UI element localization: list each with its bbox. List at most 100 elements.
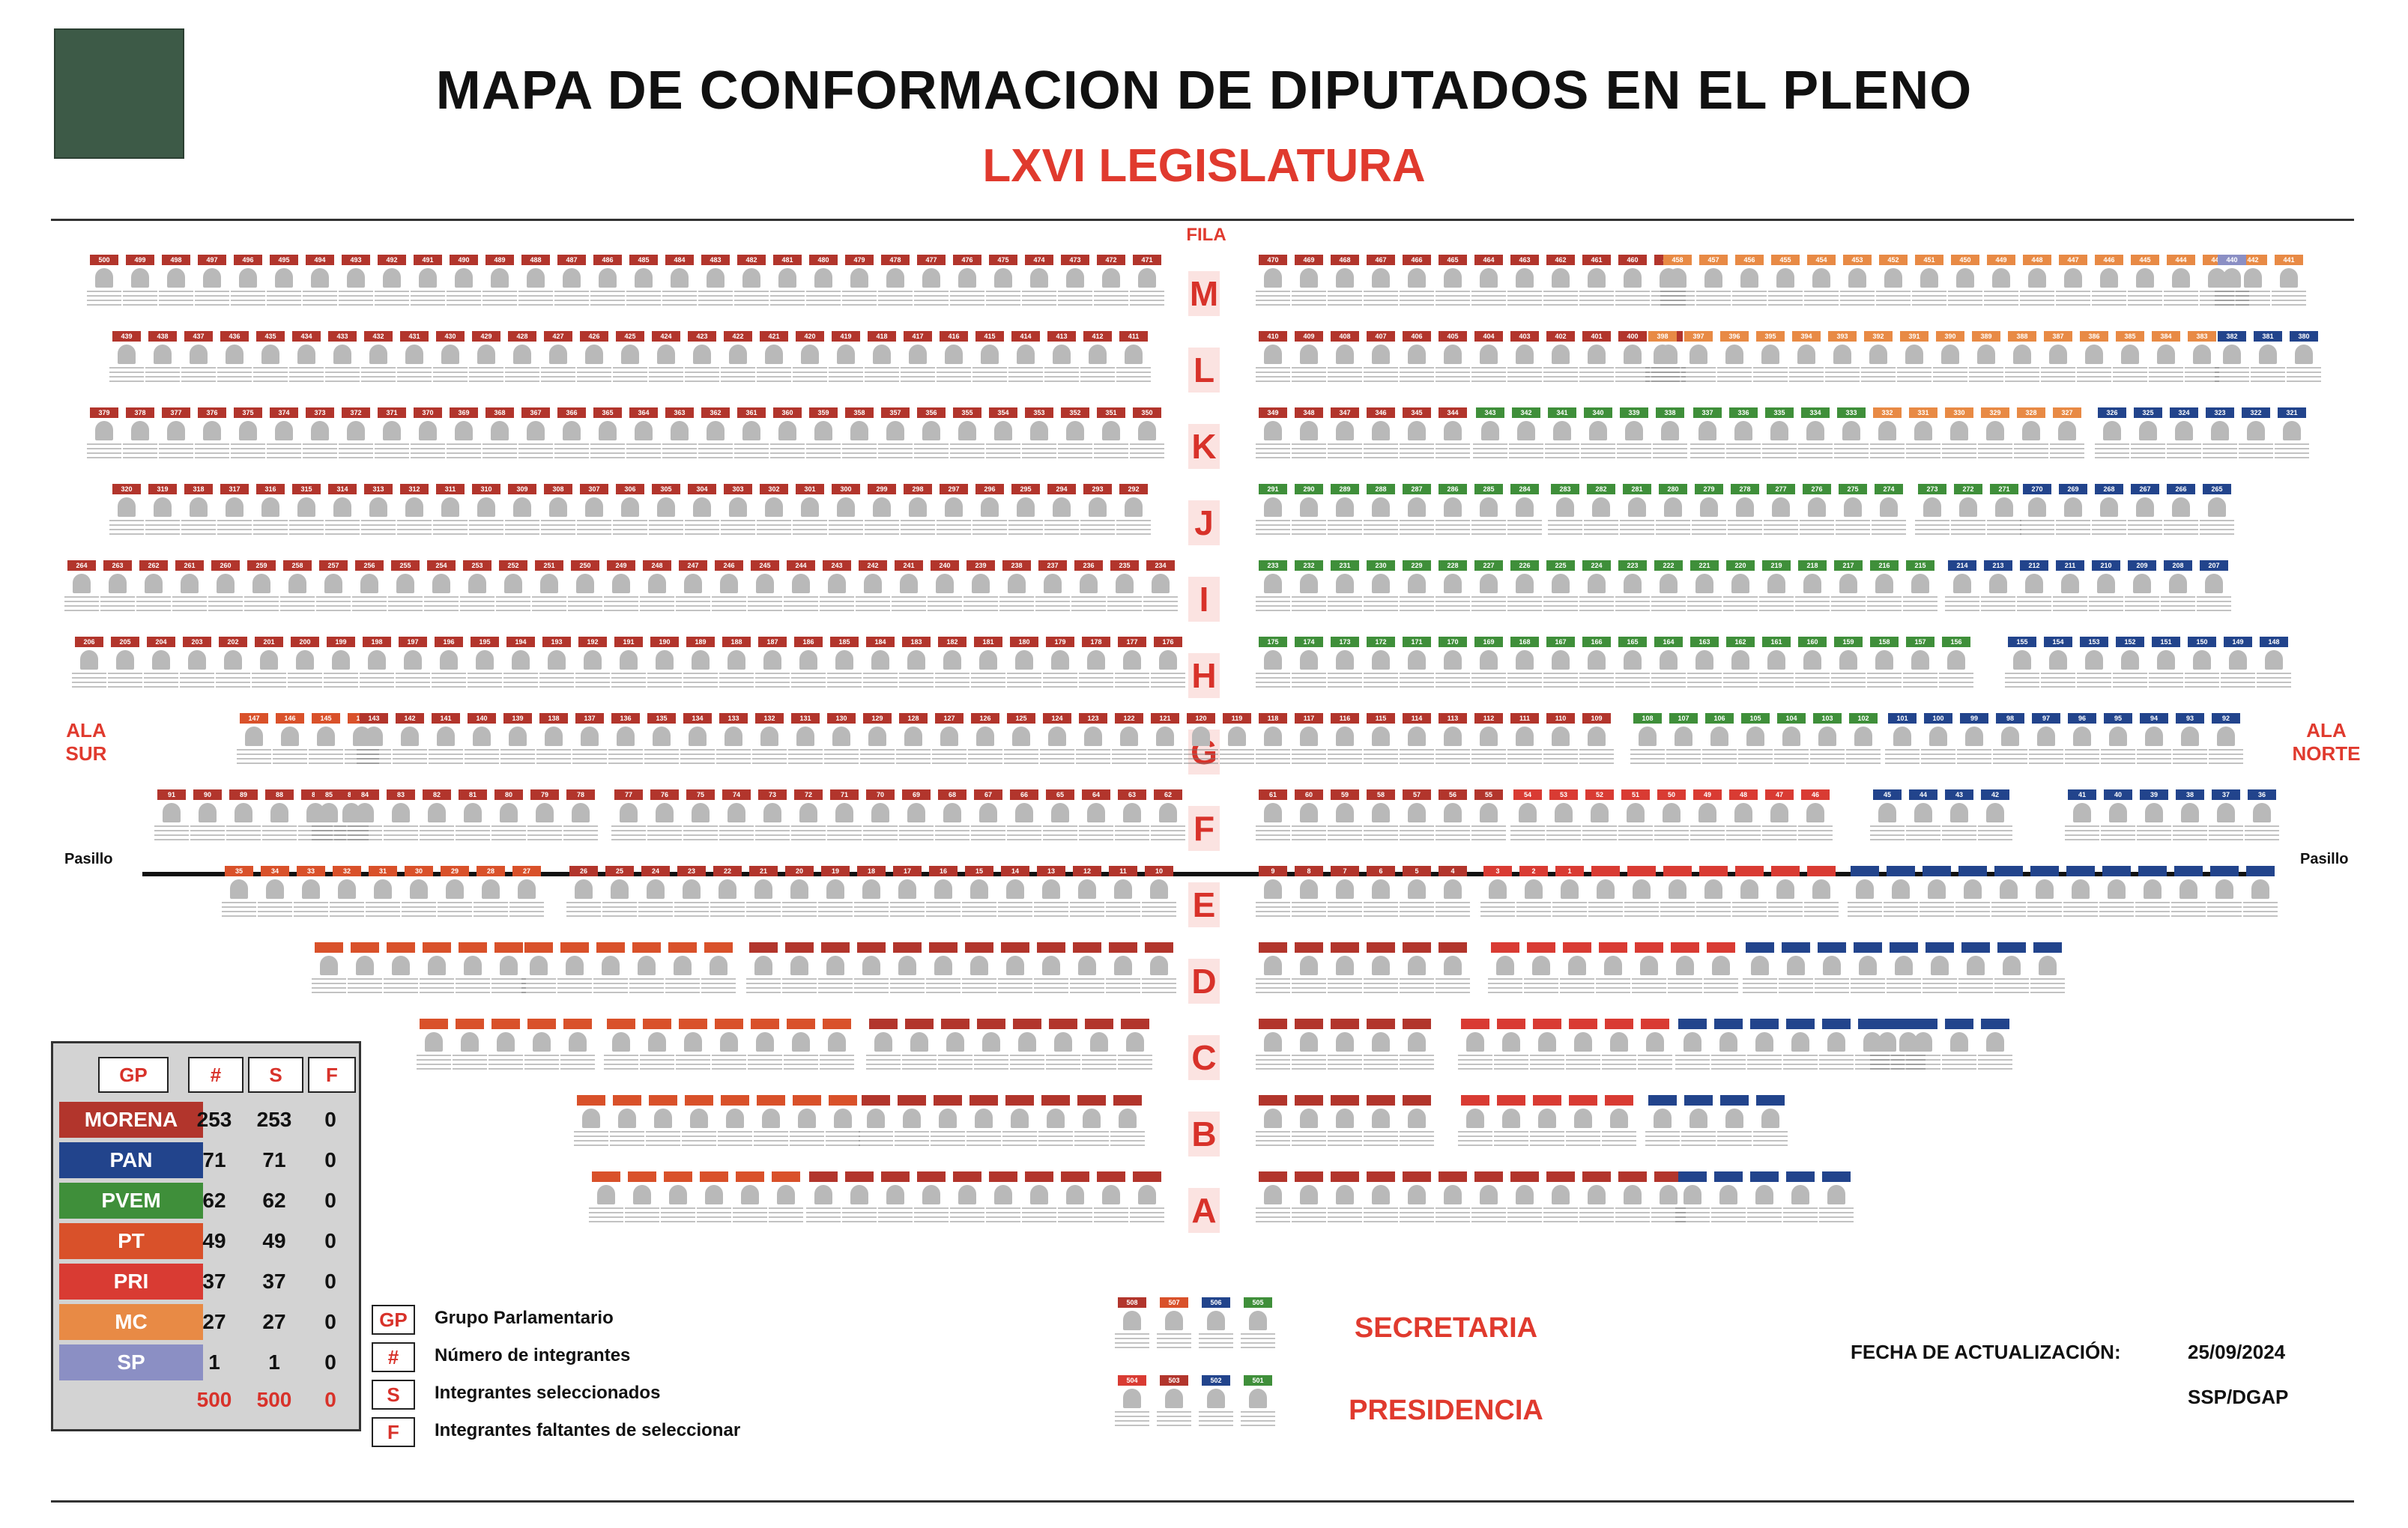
seat[interactable]: 260 <box>208 560 243 613</box>
seat[interactable]: 277 <box>1764 484 1798 536</box>
seat[interactable]: 407 <box>1364 331 1398 383</box>
seat[interactable]: 99 <box>1957 713 1991 765</box>
seat[interactable]: 274 <box>1872 484 1906 536</box>
seat[interactable]: 5 <box>1400 866 1434 918</box>
seat[interactable]: 495 <box>267 255 301 307</box>
seat[interactable] <box>1488 942 1522 995</box>
seat[interactable]: 53 <box>1546 789 1581 842</box>
seat[interactable]: 294 <box>1044 484 1079 536</box>
seat[interactable]: 404 <box>1471 331 1506 383</box>
seat[interactable]: 135 <box>644 713 679 765</box>
seat[interactable]: 108 <box>1630 713 1665 765</box>
seat[interactable] <box>1711 1171 1746 1224</box>
seat[interactable] <box>1651 1171 1686 1224</box>
seat[interactable]: 494 <box>303 255 337 307</box>
seat[interactable]: 3 <box>1480 866 1515 918</box>
seat[interactable]: 107 <box>1666 713 1701 765</box>
seat[interactable]: 414 <box>1008 331 1043 383</box>
seat[interactable]: 500 <box>87 255 121 307</box>
seat[interactable]: 36 <box>2245 789 2279 842</box>
seat[interactable] <box>1743 942 1777 995</box>
seat[interactable]: 361 <box>734 407 769 460</box>
seat[interactable]: 483 <box>698 255 733 307</box>
seat[interactable]: 225 <box>1543 560 1578 613</box>
seat[interactable] <box>712 1019 746 1071</box>
seat[interactable]: 143 <box>357 713 391 765</box>
seat[interactable]: 25 <box>602 866 637 918</box>
seat[interactable] <box>748 1019 782 1071</box>
seat[interactable]: 208 <box>2161 560 2195 613</box>
seat[interactable]: 161 <box>1759 637 1794 689</box>
seat[interactable]: 446 <box>2092 255 2126 307</box>
seat[interactable]: 475 <box>986 255 1020 307</box>
seat[interactable]: 54 <box>1510 789 1545 842</box>
seat[interactable]: 368 <box>482 407 517 460</box>
seat[interactable] <box>1074 1095 1109 1147</box>
seat[interactable] <box>625 1171 659 1224</box>
seat[interactable]: 63 <box>1115 789 1149 842</box>
seat[interactable] <box>746 942 781 995</box>
seat[interactable]: 431 <box>397 331 432 383</box>
seat[interactable] <box>1400 1171 1434 1224</box>
seat[interactable]: 155 <box>2005 637 2039 689</box>
seat[interactable] <box>784 1019 818 1071</box>
seat[interactable] <box>1696 866 1731 918</box>
seat[interactable]: 409 <box>1292 331 1326 383</box>
seat[interactable]: 301 <box>793 484 827 536</box>
seat[interactable]: 272 <box>1951 484 1985 536</box>
seat[interactable]: 258 <box>280 560 315 613</box>
seat[interactable]: 142 <box>393 713 427 765</box>
seat[interactable]: 100 <box>1921 713 1955 765</box>
mesa-seat[interactable]: 508 <box>1115 1297 1149 1350</box>
seat[interactable]: 232 <box>1292 560 1326 613</box>
seat[interactable]: 250 <box>568 560 602 613</box>
seat[interactable] <box>1819 1019 1854 1071</box>
seat[interactable]: 62 <box>1151 789 1185 842</box>
seat[interactable]: 165 <box>1615 637 1650 689</box>
seat[interactable]: 391 <box>1897 331 1931 383</box>
seat[interactable] <box>1364 1095 1398 1147</box>
seat[interactable]: 185 <box>827 637 862 689</box>
seat[interactable]: 119 <box>1220 713 1254 765</box>
seat[interactable]: 253 <box>460 560 494 613</box>
seat[interactable]: 46 <box>1798 789 1833 842</box>
seat[interactable]: 153 <box>2077 637 2111 689</box>
seat[interactable]: 449 <box>1984 255 2018 307</box>
seat[interactable]: 448 <box>2020 255 2054 307</box>
seat[interactable]: 60 <box>1292 789 1326 842</box>
seat[interactable] <box>2027 866 2062 918</box>
seat[interactable]: 228 <box>1436 560 1470 613</box>
seat[interactable]: 198 <box>360 637 394 689</box>
seat[interactable] <box>1130 1171 1164 1224</box>
seat[interactable]: 40 <box>2101 789 2135 842</box>
seat[interactable]: 330 <box>1942 407 1976 460</box>
seat[interactable]: 491 <box>411 255 445 307</box>
seat[interactable]: 461 <box>1579 255 1614 307</box>
mesa-seat[interactable]: 505 <box>1241 1297 1275 1350</box>
seat[interactable]: 163 <box>1687 637 1722 689</box>
seat[interactable]: 417 <box>901 331 935 383</box>
seat[interactable]: 360 <box>770 407 805 460</box>
seat[interactable]: 138 <box>536 713 571 765</box>
seat[interactable]: 349 <box>1256 407 1290 460</box>
seat[interactable]: 227 <box>1471 560 1506 613</box>
seat[interactable] <box>1058 1171 1092 1224</box>
seat[interactable]: 375 <box>231 407 265 460</box>
seat[interactable]: 447 <box>2056 255 2090 307</box>
seat[interactable] <box>842 1171 877 1224</box>
seat[interactable]: 150 <box>2185 637 2219 689</box>
seat[interactable] <box>1602 1095 1636 1147</box>
seat[interactable]: 29 <box>438 866 472 918</box>
seat[interactable]: 66 <box>1007 789 1041 842</box>
seat[interactable] <box>604 1019 638 1071</box>
seat[interactable]: 339 <box>1617 407 1651 460</box>
seat[interactable]: 340 <box>1581 407 1615 460</box>
mesa-seat[interactable]: 501 <box>1241 1375 1275 1428</box>
seat[interactable]: 279 <box>1692 484 1726 536</box>
seat[interactable]: 335 <box>1762 407 1797 460</box>
seat[interactable]: 351 <box>1094 407 1128 460</box>
mesa-seat[interactable]: 504 <box>1115 1375 1149 1428</box>
seat[interactable]: 21 <box>746 866 781 918</box>
seat[interactable]: 456 <box>1732 255 1767 307</box>
seat[interactable] <box>914 1171 949 1224</box>
